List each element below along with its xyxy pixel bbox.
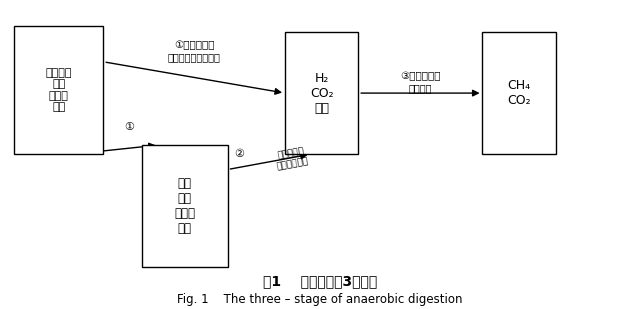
Text: ①发酵性细菌: ①发酵性细菌 (174, 40, 214, 50)
Text: ②: ② (234, 149, 244, 159)
Text: 丙酸
丁酸
琥珀酸
乙醇: 丙酸 丁酸 琥珀酸 乙醇 (174, 177, 195, 235)
Text: 生物质：
多糖
蛋白质
脂肪: 生物质： 多糖 蛋白质 脂肪 (45, 68, 72, 112)
Text: Fig. 1    The three – stage of anaerobic digestion: Fig. 1 The three – stage of anaerobic di… (177, 293, 463, 306)
Text: （厌氧、兼性厌氧）: （厌氧、兼性厌氧） (168, 52, 221, 62)
Text: ③产甲烷细菌: ③产甲烷细菌 (400, 71, 440, 81)
Text: CH₄
CO₂: CH₄ CO₂ (508, 79, 531, 107)
Text: 产氢产乙酸
细菌（厌氧）: 产氢产乙酸 细菌（厌氧） (274, 146, 309, 171)
FancyBboxPatch shape (141, 145, 228, 267)
FancyBboxPatch shape (14, 26, 103, 154)
FancyBboxPatch shape (483, 32, 556, 154)
Text: ①: ① (124, 122, 134, 132)
Text: （厌氧）: （厌氧） (408, 83, 432, 94)
Text: 图1    厌氧发酵的3个阶段: 图1 厌氧发酵的3个阶段 (263, 274, 377, 288)
Text: H₂
CO₂
乙酸: H₂ CO₂ 乙酸 (310, 72, 333, 115)
FancyBboxPatch shape (285, 32, 358, 154)
